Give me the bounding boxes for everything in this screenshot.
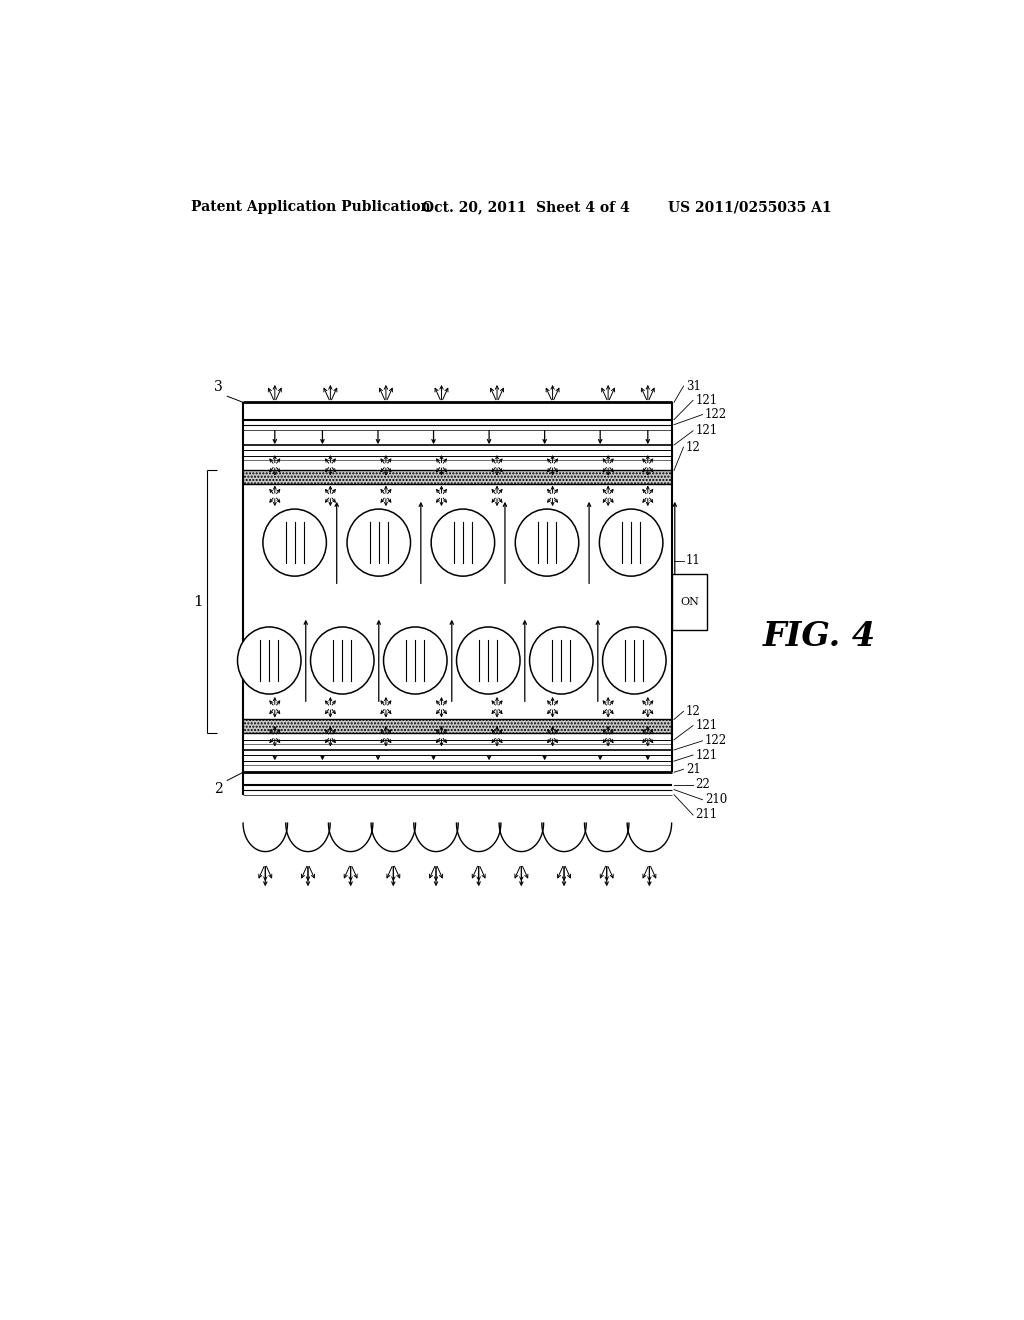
Bar [243, 470, 672, 483]
Text: 122: 122 [705, 734, 727, 747]
Ellipse shape [529, 627, 593, 694]
Text: 121: 121 [695, 719, 718, 733]
Text: 12: 12 [686, 441, 700, 454]
Text: US 2011/0255035 A1: US 2011/0255035 A1 [668, 201, 831, 214]
Ellipse shape [431, 510, 495, 576]
Ellipse shape [347, 510, 411, 576]
Text: 210: 210 [705, 793, 727, 807]
Text: Patent Application Publication: Patent Application Publication [191, 201, 431, 214]
Bar [243, 483, 672, 719]
Text: 1: 1 [193, 594, 203, 609]
Text: 31: 31 [686, 380, 700, 392]
Bar [243, 719, 672, 733]
Bar [672, 574, 708, 630]
Text: 2: 2 [214, 783, 223, 796]
Ellipse shape [599, 510, 663, 576]
Text: 22: 22 [695, 777, 711, 791]
Text: 121: 121 [695, 393, 718, 407]
Text: 3: 3 [214, 380, 223, 395]
Ellipse shape [515, 510, 579, 576]
Ellipse shape [238, 627, 301, 694]
Ellipse shape [263, 510, 327, 576]
Ellipse shape [602, 627, 666, 694]
Text: 121: 121 [695, 748, 718, 762]
Text: 122: 122 [705, 408, 727, 421]
Text: FIG. 4: FIG. 4 [763, 619, 876, 652]
Text: 21: 21 [686, 763, 700, 776]
Text: 12: 12 [686, 705, 700, 718]
Ellipse shape [384, 627, 447, 694]
Text: 211: 211 [695, 808, 718, 821]
Ellipse shape [310, 627, 374, 694]
Text: 11: 11 [686, 554, 700, 568]
Text: ON: ON [680, 597, 699, 607]
Text: Oct. 20, 2011  Sheet 4 of 4: Oct. 20, 2011 Sheet 4 of 4 [422, 201, 630, 214]
Text: 121: 121 [695, 424, 718, 437]
Ellipse shape [457, 627, 520, 694]
